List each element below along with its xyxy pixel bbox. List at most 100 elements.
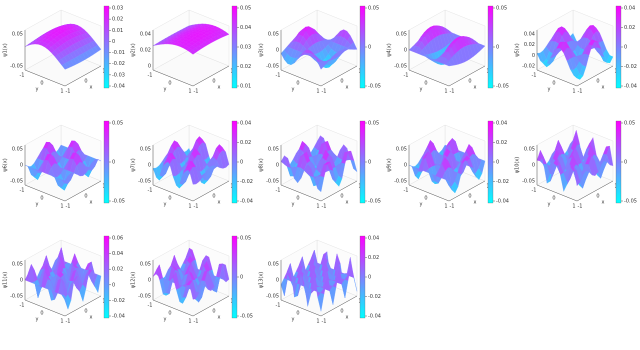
colorbar	[104, 236, 109, 318]
z-tick-label: 0.05	[12, 262, 23, 268]
z-tick-label: 0.05	[140, 147, 151, 153]
colorbar-tick-label: 0.05	[624, 121, 635, 127]
y-tick-label: 1	[316, 204, 319, 210]
surface-panel: -1-10011yx0.050-0.05ψ11(x)0.060.040.020-…	[3, 236, 125, 325]
z-tick-label: -0.05	[10, 64, 23, 70]
colorbar-tick-label: -0.05	[368, 199, 381, 205]
colorbar-tick-label: 0.04	[368, 236, 379, 242]
colorbar	[488, 6, 493, 88]
z-tick-label: 0	[404, 48, 407, 54]
colorbar-tick-label: 0.02	[112, 17, 123, 23]
y-axis-label: y	[164, 202, 167, 208]
y-tick-label: -1	[276, 73, 281, 79]
colorbar-tick-label: 0	[240, 275, 243, 281]
x-tick-label: 0	[468, 194, 471, 200]
y-tick-label: 1	[572, 204, 575, 210]
z-tick-label: 0	[532, 163, 535, 169]
z-tick-label: 0	[276, 278, 279, 284]
z-tick-label: 0.05	[12, 32, 23, 38]
z-axis-label: ψ2(x)	[131, 43, 137, 56]
colorbar	[232, 236, 237, 318]
x-tick-label: -1	[450, 89, 455, 95]
colorbar-tick-label: 0.03	[240, 45, 251, 51]
x-tick-label: 0	[212, 79, 215, 85]
z-axis-label: ψ12(x)	[131, 272, 137, 289]
z-axis-label: ψ9(x)	[387, 158, 393, 171]
z-axis-label: ψ6(x)	[3, 158, 9, 171]
colorbar-tick-label: -0.02	[496, 179, 509, 185]
y-tick-label: 0	[40, 196, 43, 202]
colorbar-tick-label: -0.02	[624, 64, 637, 70]
x-tick-label: 0	[596, 79, 599, 85]
colorbar-tick-label: 0.02	[496, 140, 507, 146]
z-tick-label: 0.04	[524, 32, 535, 38]
x-tick-label: 0	[212, 194, 215, 200]
x-axis-label: x	[602, 200, 605, 206]
x-tick-label: -1	[322, 89, 327, 95]
z-tick-label: 0	[20, 278, 23, 284]
y-tick-label: -1	[276, 303, 281, 309]
y-axis-label: y	[548, 87, 551, 93]
z-tick-label: 0	[148, 278, 151, 284]
colorbar-tick-label: 0.04	[624, 6, 635, 12]
colorbar-tick-label: 0.02	[624, 25, 635, 31]
z-tick-label: 0	[148, 163, 151, 169]
colorbar-tick-label: 0	[240, 160, 243, 166]
x-axis-label: x	[218, 200, 221, 206]
x-tick-label: 0	[84, 309, 87, 315]
colorbar-tick-label: 0	[496, 45, 499, 51]
colorbar	[616, 6, 621, 88]
x-tick-label: 0	[340, 194, 343, 200]
z-tick-label: -0.05	[394, 64, 407, 70]
colorbar-tick-label: -0.04	[368, 314, 381, 320]
colorbar-tick-label: 0	[368, 160, 371, 166]
x-axis-label: x	[90, 315, 93, 321]
z-tick-label: 0.05	[140, 262, 151, 268]
y-axis-label: y	[36, 317, 39, 323]
colorbar-tick-label: 0.02	[112, 267, 123, 273]
y-tick-label: 1	[188, 204, 191, 210]
y-tick-label: -1	[148, 73, 153, 79]
y-tick-label: 0	[168, 311, 171, 317]
x-axis-label: x	[474, 200, 477, 206]
y-tick-label: -1	[20, 73, 25, 79]
colorbar-tick-label: 0.05	[240, 6, 251, 12]
y-tick-label: -1	[404, 73, 409, 79]
y-axis-label: y	[292, 202, 295, 208]
z-tick-label: 0.05	[268, 262, 279, 268]
x-axis-label: x	[90, 200, 93, 206]
z-axis-label: ψ4(x)	[387, 43, 393, 56]
y-tick-label: -1	[148, 188, 153, 194]
z-tick-label: 0	[532, 53, 535, 59]
colorbar	[232, 121, 237, 203]
x-tick-label: 0	[340, 309, 343, 315]
z-tick-label: 0.05	[268, 147, 279, 153]
z-tick-label: -0.05	[10, 179, 23, 185]
z-tick-label: -0.02	[522, 64, 535, 70]
z-axis-label: ψ10(x)	[515, 157, 521, 174]
z-tick-label: 0	[20, 163, 23, 169]
y-tick-label: 0	[296, 196, 299, 202]
x-axis-label: x	[346, 315, 349, 321]
colorbar-tick-label: -0.05	[240, 314, 253, 320]
x-tick-label: 0	[596, 194, 599, 200]
z-tick-label: 0.05	[396, 147, 407, 153]
z-axis-label: ψ13(x)	[259, 272, 265, 289]
colorbar-tick-label: 0	[112, 160, 115, 166]
z-tick-label: -0.05	[10, 294, 23, 300]
z-tick-label: 0.02	[140, 48, 151, 54]
y-tick-label: -1	[148, 303, 153, 309]
x-axis-label: x	[346, 200, 349, 206]
colorbar	[360, 236, 365, 318]
y-tick-label: 0	[552, 81, 555, 87]
colorbar-tick-label: 0	[496, 160, 499, 166]
surface-panel: -1-10011yx0.050-0.05ψ7(x)0.040.020-0.02-…	[131, 121, 253, 210]
y-tick-label: 0	[424, 196, 427, 202]
z-tick-label: 0	[404, 163, 407, 169]
x-tick-label: 0	[212, 309, 215, 315]
surface-panel: -1-10011yx0.050-0.05ψ9(x)0.040.020-0.02-…	[387, 121, 509, 210]
